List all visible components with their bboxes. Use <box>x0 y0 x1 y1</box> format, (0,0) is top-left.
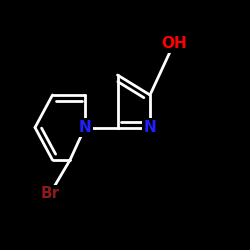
Text: N: N <box>78 120 92 135</box>
Text: OH: OH <box>161 36 186 51</box>
Text: Br: Br <box>40 186 60 201</box>
Text: N: N <box>144 120 156 135</box>
